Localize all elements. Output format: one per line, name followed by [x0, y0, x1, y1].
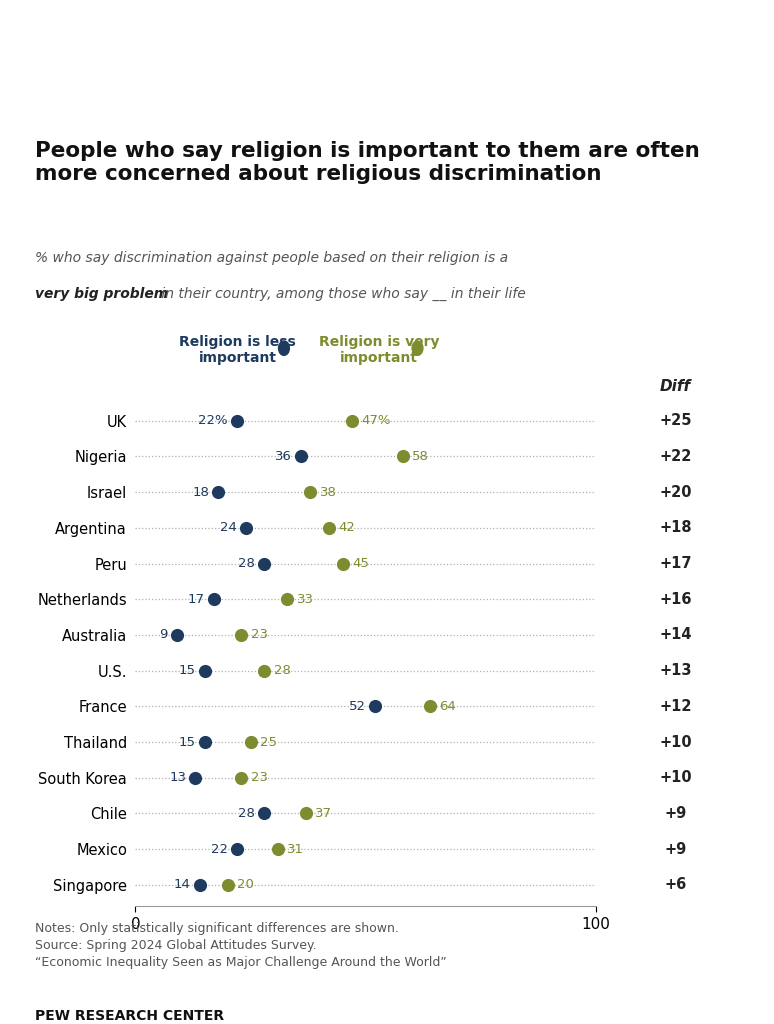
Text: Religion is less
important: Religion is less important: [179, 335, 296, 366]
Point: [194, 877, 206, 893]
Point: [259, 663, 271, 679]
Point: [198, 663, 211, 679]
Point: [424, 698, 437, 715]
Text: 13: 13: [169, 771, 186, 784]
Text: +9: +9: [664, 806, 687, 821]
Point: [235, 770, 248, 786]
Text: 64: 64: [440, 699, 456, 713]
Text: 23: 23: [251, 771, 268, 784]
Text: 38: 38: [320, 485, 337, 499]
Text: 47%: 47%: [361, 415, 391, 427]
Point: [231, 841, 243, 857]
Text: Religion is very
important: Religion is very important: [319, 335, 439, 366]
Text: +18: +18: [659, 520, 692, 536]
Point: [346, 413, 358, 429]
Point: [281, 591, 293, 607]
Text: +9: +9: [664, 842, 687, 857]
Point: [198, 734, 211, 751]
Text: 22%: 22%: [198, 415, 228, 427]
Text: % who say discrimination against people based on their religion is a: % who say discrimination against people …: [35, 251, 508, 265]
Text: +13: +13: [659, 664, 691, 678]
Point: [171, 627, 183, 643]
Text: 23: 23: [251, 629, 268, 641]
Text: 24: 24: [220, 521, 237, 535]
Text: 28: 28: [238, 557, 255, 570]
Text: 28: 28: [238, 807, 255, 820]
Point: [259, 555, 271, 571]
Point: [300, 805, 312, 821]
Text: +17: +17: [659, 556, 691, 571]
Text: +25: +25: [659, 414, 691, 428]
Text: People who say religion is important to them are often
more concerned about reli: People who say religion is important to …: [35, 141, 700, 184]
Text: 33: 33: [296, 593, 313, 606]
Text: 9: 9: [159, 629, 168, 641]
Text: 22: 22: [211, 843, 228, 856]
Text: 28: 28: [274, 665, 290, 677]
Point: [240, 519, 252, 536]
Text: +10: +10: [659, 770, 692, 785]
Text: +6: +6: [664, 878, 687, 892]
Text: +10: +10: [659, 734, 692, 750]
Point: [368, 698, 381, 715]
Text: +12: +12: [659, 698, 691, 714]
Point: [323, 519, 335, 536]
Point: [396, 449, 409, 465]
Text: 31: 31: [287, 843, 304, 856]
Text: Diff: Diff: [659, 379, 691, 394]
Point: [207, 591, 220, 607]
Point: [189, 770, 201, 786]
Text: Notes: Only statistically significant differences are shown.
Source: Spring 2024: Notes: Only statistically significant di…: [35, 922, 447, 969]
Point: [235, 627, 248, 643]
Text: 42: 42: [338, 521, 355, 535]
Point: [221, 877, 234, 893]
Text: very big problem: very big problem: [35, 287, 168, 301]
Text: 15: 15: [178, 665, 195, 677]
Text: 52: 52: [349, 699, 366, 713]
Point: [245, 734, 257, 751]
Text: 45: 45: [352, 557, 368, 570]
Text: 37: 37: [315, 807, 332, 820]
Text: +22: +22: [659, 449, 691, 464]
Point: [212, 484, 224, 501]
Text: +16: +16: [659, 592, 691, 607]
Text: +20: +20: [659, 484, 691, 500]
Text: 58: 58: [412, 450, 429, 463]
Text: 14: 14: [174, 879, 190, 891]
Point: [231, 413, 243, 429]
Text: in their country, among those who say __ in their life: in their country, among those who say __…: [157, 287, 526, 301]
Text: 15: 15: [178, 735, 195, 749]
Point: [272, 841, 284, 857]
Point: [259, 805, 271, 821]
Point: [295, 449, 307, 465]
Text: PEW RESEARCH CENTER: PEW RESEARCH CENTER: [35, 1009, 224, 1023]
Text: 17: 17: [187, 593, 204, 606]
Text: 18: 18: [192, 485, 209, 499]
Text: 25: 25: [260, 735, 277, 749]
Point: [337, 555, 349, 571]
Text: +14: +14: [659, 628, 691, 642]
Text: 20: 20: [237, 879, 254, 891]
Text: 36: 36: [275, 450, 292, 463]
Point: [304, 484, 317, 501]
